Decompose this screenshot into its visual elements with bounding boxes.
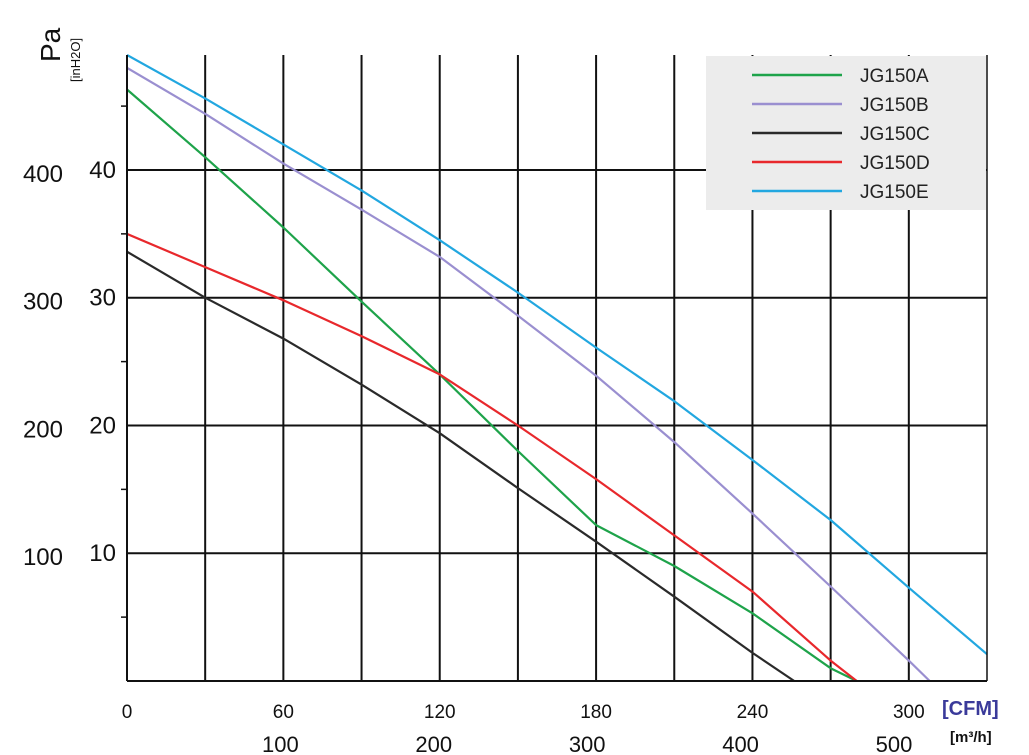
x-axis-title: [CFM] [942,698,999,720]
series-line-jg150d [126,232,858,682]
x-tick-label-cfm: 180 [580,702,612,723]
series-line-jg150b [126,66,931,682]
y-tick-label-pa: 200 [23,416,63,443]
y-axis-title: Pa [35,27,66,62]
y-tick-label-inh2o: 20 [89,412,116,439]
x-tick-label-cfm: 0 [122,702,133,723]
legend-box [706,56,986,210]
x-axis-unit: [m³/h] [950,729,992,746]
legend-label-jg150d: JG150D [860,153,930,174]
x-tick-label-m3h: 200 [415,732,452,755]
y-tick-label-pa: 100 [23,544,63,571]
legend-label-jg150b: JG150B [860,95,929,116]
legend-label-jg150a: JG150A [860,66,929,87]
y-tick-label-pa: 400 [23,161,63,188]
legend-label-jg150e: JG150E [860,182,929,203]
x-tick-label-cfm: 120 [424,702,456,723]
series-line-jg150e [126,54,988,656]
legend-label-jg150c: JG150C [860,124,930,145]
y-tick-label-inh2o: 30 [89,285,116,312]
x-tick-label-cfm: 60 [273,702,294,723]
series-lines [126,54,988,682]
y-tick-label-inh2o: 40 [89,157,116,184]
y-tick-label-inh2o: 10 [89,540,116,567]
series-line-jg150c [126,250,795,682]
x-tick-label-m3h: 100 [262,732,299,755]
y-tick-label-pa: 300 [23,289,63,316]
axes-frame [126,55,988,682]
x-tick-label-m3h: 400 [722,732,759,755]
x-tick-label-cfm: 240 [737,702,769,723]
x-tick-label-m3h: 300 [569,732,606,755]
series-line-jg150a [126,88,858,682]
legend: JG150A JG150B JG150C JG150D JG150E [706,56,986,210]
legend-items: JG150A JG150B JG150C JG150D JG150E [752,66,930,203]
y-axis-unit: [inH2O] [68,38,83,82]
x-tick-label-cfm: 300 [893,702,925,723]
tick-labels: 0 60 120 180 240 300 100 200 300 400 500 10 20 30 40 10… [23,157,925,755]
x-tick-label-m3h: 500 [876,732,913,755]
